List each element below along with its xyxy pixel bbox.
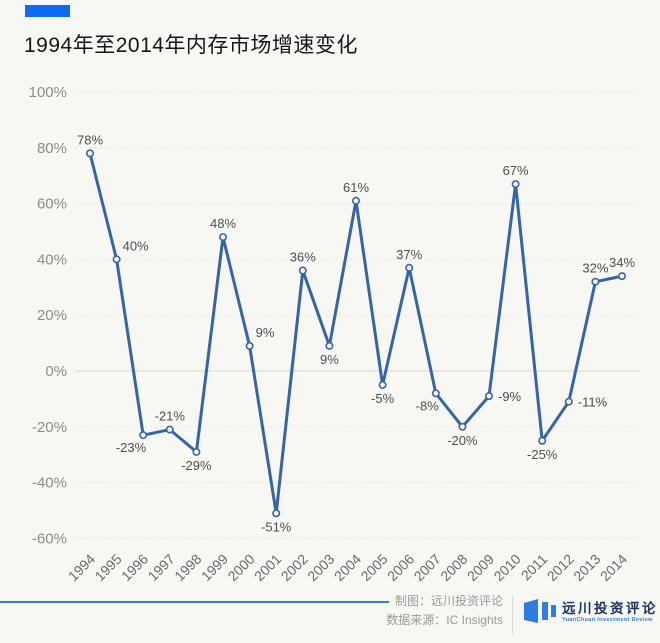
data-point bbox=[219, 233, 228, 242]
x-axis-tick-label: 2007 bbox=[411, 551, 444, 584]
source-label: 数据来源： bbox=[386, 613, 447, 627]
x-axis-tick-label: 2013 bbox=[570, 551, 603, 584]
x-axis-tick-label: 2001 bbox=[251, 551, 284, 584]
data-point-label: -51% bbox=[261, 519, 292, 534]
x-axis-tick-label: 1998 bbox=[171, 551, 204, 584]
x-axis-tick-label: 1996 bbox=[118, 551, 151, 584]
data-point bbox=[86, 149, 95, 158]
data-point-label: -8% bbox=[416, 398, 440, 413]
brand-logo-text: 远川投资评论 YuanChuan Investment Review bbox=[562, 599, 658, 623]
data-point bbox=[511, 180, 520, 189]
data-point-label: -29% bbox=[181, 458, 212, 473]
y-axis-tick-label: 0% bbox=[45, 363, 67, 380]
data-point bbox=[431, 389, 440, 398]
x-axis-tick-label: 1994 bbox=[65, 551, 98, 584]
data-point-label: 61% bbox=[343, 180, 369, 195]
data-point bbox=[617, 272, 626, 281]
data-point bbox=[378, 380, 387, 389]
brand-name-en: YuanChuan Investment Review bbox=[562, 617, 653, 623]
y-axis-tick-label: 20% bbox=[37, 307, 67, 324]
footer-accent-line bbox=[0, 601, 389, 603]
y-axis-tick-label: -20% bbox=[32, 419, 67, 436]
memory-market-growth-line-chart: 100%80%60%40%20%0%-20%-40%-60%1994199519… bbox=[29, 84, 640, 584]
data-point bbox=[538, 436, 547, 445]
data-point-label: 36% bbox=[290, 250, 316, 265]
x-axis-tick-label: 1995 bbox=[91, 551, 124, 584]
data-point-label: -20% bbox=[447, 433, 478, 448]
x-axis-tick-label: 2008 bbox=[437, 551, 470, 584]
data-point-label: 9% bbox=[256, 325, 275, 340]
data-point bbox=[165, 425, 174, 434]
logo-bars-icon bbox=[524, 599, 556, 623]
page-title: 1994年至2014年内存市场增速变化 bbox=[24, 34, 358, 57]
data-point bbox=[591, 277, 600, 286]
data-point bbox=[139, 431, 148, 440]
data-point-label: -23% bbox=[116, 440, 147, 455]
y-axis-tick-label: -60% bbox=[32, 530, 67, 547]
data-point-label: -5% bbox=[371, 391, 395, 406]
y-axis-tick-label: 40% bbox=[37, 251, 67, 268]
x-axis-tick-label: 2012 bbox=[544, 551, 577, 584]
data-point-label: 67% bbox=[503, 163, 529, 178]
x-axis-tick-label: 2006 bbox=[384, 551, 417, 584]
data-point-label: 34% bbox=[609, 255, 635, 270]
y-axis-tick-label: -40% bbox=[32, 475, 67, 492]
data-point-label: 48% bbox=[210, 216, 236, 231]
x-axis-tick-label: 2009 bbox=[464, 551, 497, 584]
data-point bbox=[298, 266, 307, 275]
data-point bbox=[272, 509, 281, 518]
data-point bbox=[458, 422, 467, 431]
data-point-label: 9% bbox=[320, 352, 339, 367]
y-axis-tick-label: 100% bbox=[29, 84, 67, 101]
x-axis-tick-label: 2014 bbox=[597, 551, 630, 584]
y-axis-tick-label: 80% bbox=[37, 140, 67, 157]
data-point-label: -21% bbox=[155, 409, 186, 424]
data-point bbox=[484, 392, 493, 401]
x-axis-tick-label: 1997 bbox=[145, 551, 178, 584]
y-axis-tick-label: 60% bbox=[37, 196, 67, 213]
data-point-label: -25% bbox=[527, 447, 558, 462]
data-point-label: 37% bbox=[396, 247, 422, 262]
data-point bbox=[405, 263, 414, 272]
data-point bbox=[245, 341, 254, 350]
data-point-label: -11% bbox=[578, 395, 608, 410]
source-line: 数据来源：IC Insights bbox=[386, 611, 503, 630]
x-axis-tick-label: 1999 bbox=[198, 551, 231, 584]
x-axis-tick-label: 2002 bbox=[278, 551, 311, 584]
source-value: IC Insights bbox=[446, 613, 503, 627]
data-point bbox=[564, 397, 573, 406]
x-axis-tick-label: 2003 bbox=[304, 551, 337, 584]
x-axis-tick-label: 2011 bbox=[518, 551, 551, 584]
data-point-label: 78% bbox=[77, 132, 103, 147]
data-point-label: -9% bbox=[498, 389, 522, 404]
x-axis-tick-label: 2010 bbox=[490, 551, 523, 584]
x-axis-tick-label: 2004 bbox=[331, 551, 364, 584]
data-point bbox=[192, 447, 201, 456]
brand-logo: 远川投资评论 YuanChuan Investment Review bbox=[523, 599, 658, 625]
data-point-label: 40% bbox=[123, 238, 149, 253]
x-axis-tick-label: 2005 bbox=[357, 551, 390, 584]
data-point-label: 32% bbox=[582, 261, 608, 276]
x-axis-tick-label: 2000 bbox=[224, 551, 257, 584]
credit-label: 制图： bbox=[394, 594, 431, 608]
credit-value: 远川投资评论 bbox=[430, 594, 503, 608]
data-point bbox=[351, 196, 360, 205]
chart-credits: 制图：远川投资评论 数据来源：IC Insights bbox=[386, 592, 503, 630]
credit-line: 制图：远川投资评论 bbox=[386, 592, 503, 611]
data-point bbox=[325, 341, 334, 350]
brand-name-cn: 远川投资评论 bbox=[562, 601, 658, 616]
footer-vertical-divider bbox=[512, 597, 513, 634]
data-point bbox=[112, 255, 121, 264]
title-accent-bar bbox=[25, 5, 70, 17]
